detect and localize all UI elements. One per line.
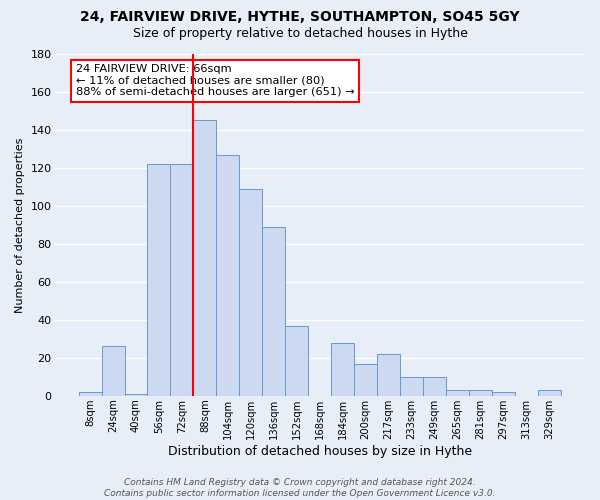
Text: Contains HM Land Registry data © Crown copyright and database right 2024.
Contai: Contains HM Land Registry data © Crown c…: [104, 478, 496, 498]
Bar: [446, 390, 469, 396]
Bar: [148, 164, 170, 396]
X-axis label: Distribution of detached houses by size in Hythe: Distribution of detached houses by size …: [167, 444, 472, 458]
Bar: [400, 377, 423, 396]
Text: 24 FAIRVIEW DRIVE: 66sqm
← 11% of detached houses are smaller (80)
88% of semi-d: 24 FAIRVIEW DRIVE: 66sqm ← 11% of detach…: [76, 64, 355, 98]
Bar: [285, 326, 308, 396]
Bar: [492, 392, 515, 396]
Bar: [262, 227, 285, 396]
Bar: [193, 120, 217, 396]
Bar: [217, 154, 239, 396]
Bar: [79, 392, 101, 396]
Bar: [423, 377, 446, 396]
Bar: [125, 394, 148, 396]
Bar: [101, 346, 125, 396]
Text: Size of property relative to detached houses in Hythe: Size of property relative to detached ho…: [133, 28, 467, 40]
Bar: [469, 390, 492, 396]
Bar: [170, 164, 193, 396]
Bar: [331, 342, 354, 396]
Bar: [239, 189, 262, 396]
Text: 24, FAIRVIEW DRIVE, HYTHE, SOUTHAMPTON, SO45 5GY: 24, FAIRVIEW DRIVE, HYTHE, SOUTHAMPTON, …: [80, 10, 520, 24]
Bar: [538, 390, 561, 396]
Bar: [377, 354, 400, 396]
Y-axis label: Number of detached properties: Number of detached properties: [15, 137, 25, 312]
Bar: [354, 364, 377, 396]
